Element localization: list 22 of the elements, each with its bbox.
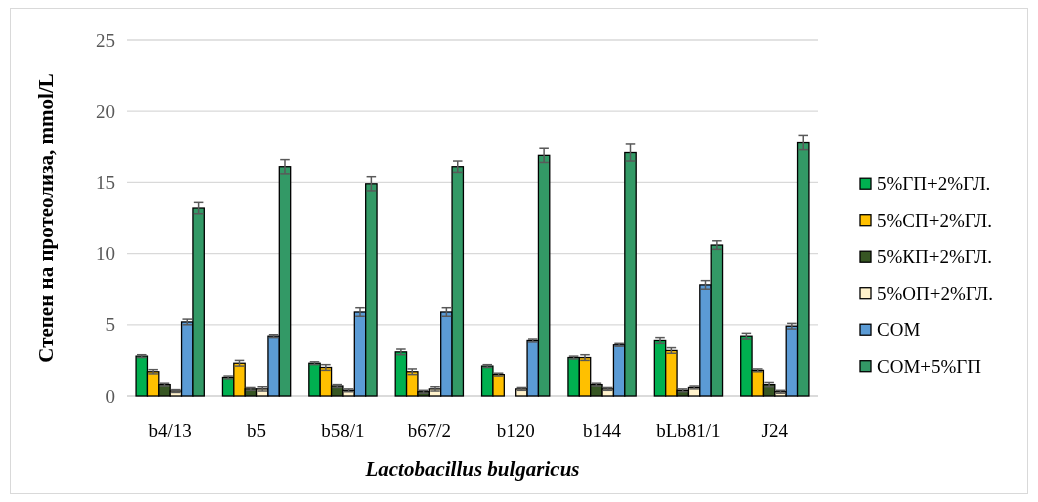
y-tick-label: 0 [105,385,115,407]
x-tick-label: b5 [247,419,267,441]
legend-label: 5%СП+2%ГЛ. [877,209,992,231]
y-tick-label: 5 [105,314,115,336]
x-tick-label: bLb81/1 [656,419,721,441]
legend-label: СОМ+5%ГП [877,355,982,377]
y-tick-label: 25 [96,29,115,51]
legend-label: 5%КП+2%ГЛ. [877,246,992,268]
y-tick-label: 10 [96,243,115,265]
x-tick-label: b67/2 [407,419,451,441]
legend-label: 5%ГП+2%ГЛ. [877,173,991,195]
legend-label: 5%ОП+2%ГЛ. [877,282,994,304]
y-tick-label: 20 [96,100,115,122]
y-tick-label: 15 [96,171,115,193]
x-tick-label: J24 [761,419,789,441]
x-tick-label: b4/13 [148,419,192,441]
x-axis-title: Lactobacillus bulgaricus [364,457,580,481]
x-tick-label: b144 [583,419,622,441]
x-tick-label: b58/1 [321,419,365,441]
x-tick-label: b120 [496,419,535,441]
legend-label: СОМ [877,319,921,341]
y-axis-title: Степен на протеолиза, mmol/L [34,73,58,363]
